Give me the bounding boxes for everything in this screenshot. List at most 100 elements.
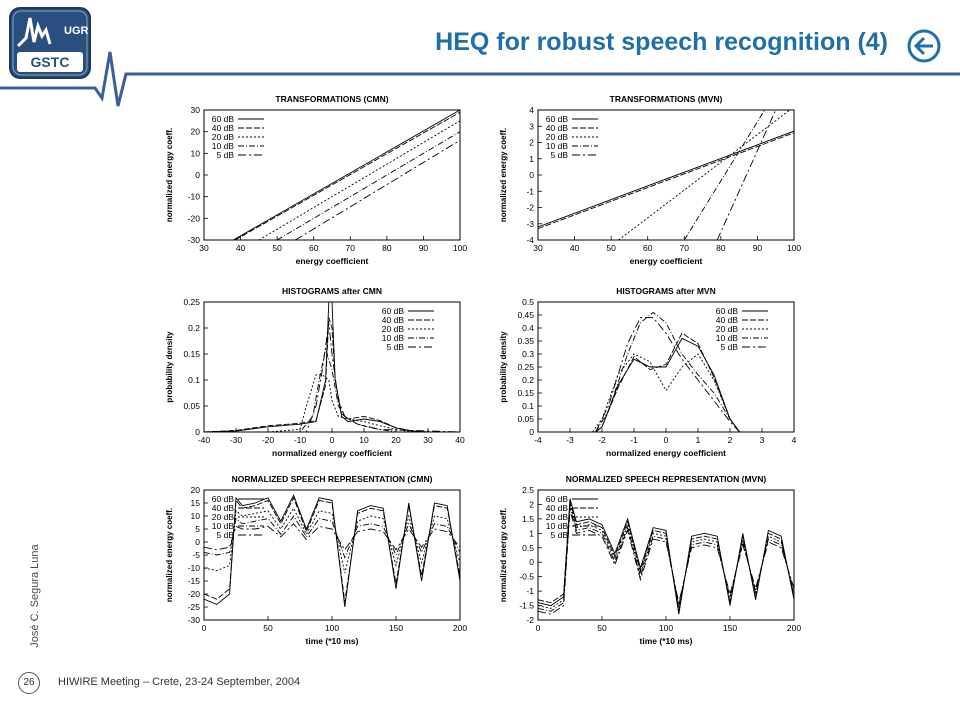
x-tick-label: 50 xyxy=(597,623,607,633)
x-axis-label: time (*10 ms) xyxy=(640,636,693,646)
y-tick-label: 0.15 xyxy=(517,388,534,398)
series-line-60-dB xyxy=(233,110,460,240)
series-line-20-dB xyxy=(204,374,460,432)
x-tick-label: 60 xyxy=(643,243,653,253)
y-tick-label: 1 xyxy=(529,154,534,164)
series-line-40-dB xyxy=(595,332,740,432)
series-line-40-dB xyxy=(204,496,460,602)
plot-frame xyxy=(203,109,461,241)
y-tick-label: 0.3 xyxy=(522,349,534,359)
y-tick-label: 0.45 xyxy=(517,310,534,320)
x-tick-label: 0 xyxy=(536,623,541,633)
chart-6: NORMALIZED SPEECH REPRESENTATION (MVN) 0 5… xyxy=(499,474,801,646)
x-tick-label: 150 xyxy=(389,623,403,633)
chart-title: TRANSFORMATIONS (MVN) xyxy=(610,94,723,104)
x-tick-label: 2 xyxy=(728,435,733,445)
back-button[interactable] xyxy=(906,28,942,64)
y-tick-label: 0 xyxy=(529,557,534,567)
y-tick-label: 0.15 xyxy=(183,349,200,359)
chart-title: NORMALIZED SPEECH REPRESENTATION (MVN) xyxy=(566,474,767,484)
legend-label: 20 dB xyxy=(212,512,235,522)
legend-label: 60 dB xyxy=(546,494,569,504)
waveform-icon xyxy=(16,17,52,48)
chart-title: HISTOGRAMS after MVN xyxy=(616,286,716,296)
x-tick-label: 150 xyxy=(723,623,737,633)
y-axis-label: normalized energy coeff. xyxy=(499,128,508,222)
y-tick-label: 5 xyxy=(195,524,200,534)
series-line-5-dB xyxy=(538,510,794,615)
x-tick-label: -1 xyxy=(630,435,638,445)
y-tick-label: 30 xyxy=(191,105,201,115)
series-line-10-dB xyxy=(204,515,460,559)
legend-label: 40 dB xyxy=(212,503,235,513)
legend-label: 40 dB xyxy=(546,123,569,133)
y-tick-label: 0 xyxy=(195,427,200,437)
y-tick-label: 0.2 xyxy=(522,375,534,385)
x-tick-label: 0 xyxy=(202,623,207,633)
y-tick-label: -30 xyxy=(188,235,201,245)
y-tick-label: -30 xyxy=(188,615,201,625)
legend-label: 20 dB xyxy=(212,132,235,142)
x-tick-label: 100 xyxy=(787,243,801,253)
legend-label: 10 dB xyxy=(546,141,569,151)
legend-label: 60 dB xyxy=(382,306,405,316)
x-tick-label: -40 xyxy=(198,435,211,445)
legend-label: 20 dB xyxy=(382,324,405,334)
author-text: José C. Segura Luna xyxy=(29,544,41,648)
x-tick-label: 200 xyxy=(787,623,801,633)
x-tick-label: 80 xyxy=(382,243,392,253)
series-line-60-dB xyxy=(538,130,794,228)
series-line-20-dB xyxy=(204,507,460,574)
x-axis-label: energy coefficient xyxy=(630,256,703,266)
y-tick-label: -10 xyxy=(188,563,201,573)
author-label: José C. Segura Luna xyxy=(20,530,41,680)
y-tick-label: 10 xyxy=(191,148,201,158)
y-tick-label: 0.25 xyxy=(517,362,534,372)
y-tick-label: 0.2 xyxy=(188,323,200,333)
chart-title: HISTOGRAMS after CMN xyxy=(282,286,382,296)
x-tick-label: 0 xyxy=(330,435,335,445)
x-tick-label: 50 xyxy=(606,243,616,253)
x-tick-label: 100 xyxy=(659,623,673,633)
y-tick-label: -5 xyxy=(192,550,200,560)
series-line-10-dB xyxy=(538,507,794,612)
series-line-40-dB xyxy=(234,111,460,240)
x-tick-label: 3 xyxy=(760,435,765,445)
y-tick-label: -20 xyxy=(188,213,201,223)
page-number: 26 xyxy=(18,672,40,694)
y-axis-label: probability density xyxy=(499,331,508,403)
y-tick-label: 0.25 xyxy=(183,297,200,307)
y-axis-label: normalized energy coeff. xyxy=(499,508,508,602)
x-tick-label: 90 xyxy=(753,243,763,253)
x-axis-label: normalized energy coefficient xyxy=(272,448,392,458)
legend-label: 10 dB xyxy=(716,333,739,343)
y-tick-label: 0.05 xyxy=(517,414,534,424)
chart-4: HISTOGRAMS after MVN -4 -3 -2 -1 0 1 2 3 4 0 0.05 0.… xyxy=(499,286,797,458)
chart-3: HISTOGRAMS after CMN -40 -30 -20 -10 0 10 20 30 4… xyxy=(165,286,465,458)
legend-label: 10 dB xyxy=(546,521,569,531)
legend-label: 40 dB xyxy=(212,123,235,133)
y-tick-label: -1.5 xyxy=(519,601,534,611)
y-tick-label: 0 xyxy=(195,537,200,547)
charts-panel: TRANSFORMATIONS (CMN)30 40 50 60 70 80 90 100-3… xyxy=(165,94,801,646)
page-title: HEQ for robust speech recognition (4) xyxy=(435,28,888,56)
x-tick-label: 20 xyxy=(391,435,401,445)
series-line-20-dB xyxy=(258,120,460,240)
plot-frame xyxy=(537,109,795,241)
legend-label: 5 dB xyxy=(217,530,235,540)
series-line-40-dB xyxy=(538,132,794,230)
x-tick-label: 90 xyxy=(419,243,429,253)
y-axis-label: probability density xyxy=(165,331,174,403)
y-tick-label: 0.5 xyxy=(522,543,534,553)
x-tick-label: 80 xyxy=(716,243,726,253)
x-tick-label: -30 xyxy=(230,435,243,445)
x-tick-label: 30 xyxy=(199,243,209,253)
x-tick-label: 40 xyxy=(570,243,580,253)
series-line-20-dB xyxy=(592,353,740,432)
y-tick-label: 10 xyxy=(191,511,201,521)
x-tick-label: -4 xyxy=(534,435,542,445)
legend-label: 5 dB xyxy=(217,150,235,160)
legend-label: 10 dB xyxy=(382,333,405,343)
legend-label: 20 dB xyxy=(546,512,569,522)
y-tick-label: -1 xyxy=(526,186,534,196)
